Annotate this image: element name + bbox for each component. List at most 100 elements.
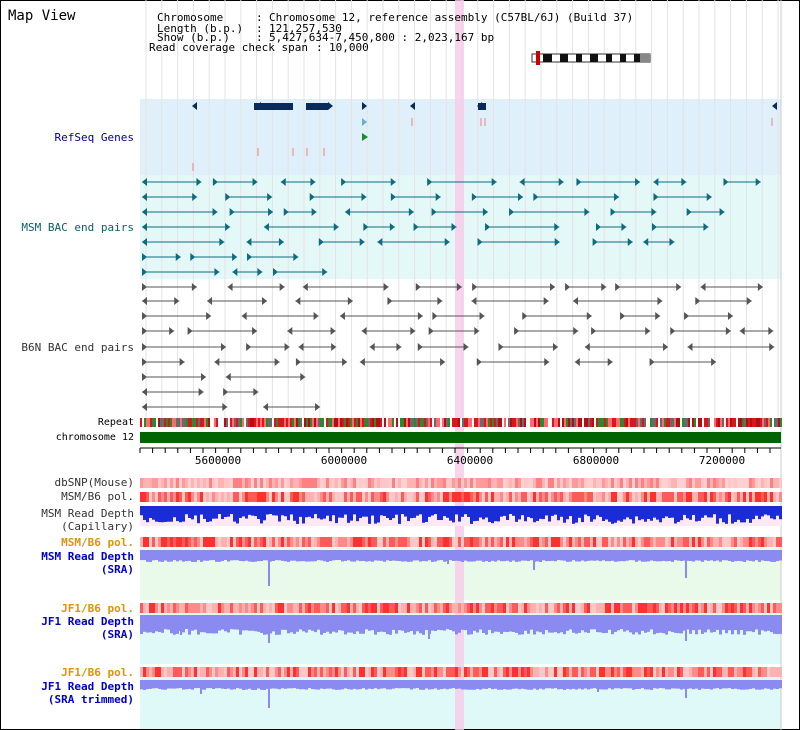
jf1-sra-depth-bar: [203, 615, 206, 633]
jf1-b6-pol-2-cell: [500, 667, 503, 677]
jf1-b6-pol-cell: [710, 603, 713, 613]
msm-sra-depth-bar: [341, 550, 344, 562]
msm-b6-pol-cell: [314, 492, 317, 502]
msm-b6-pol-cell: [311, 492, 314, 502]
msm-capillary-depth-bar: [755, 506, 758, 516]
dbsnp-cell: [584, 478, 587, 488]
dbsnp-cell: [566, 478, 569, 488]
jf1-b6-pol-2-cell: [494, 667, 497, 677]
jf1-trimmed-depth-bar: [392, 680, 395, 689]
repeat-segment: [354, 418, 356, 427]
jf1-trimmed-depth-bar: [161, 680, 164, 690]
jf1-sra-depth-bar: [221, 615, 224, 630]
jf1-sra-depth-bar-spike: [180, 615, 182, 635]
jf1-b6-pol-cell: [722, 603, 725, 613]
msm-b6-pol-2-cell: [386, 537, 389, 547]
jf1-b6-pol-cell: [515, 603, 518, 613]
jf1-b6-pol-cell: [719, 603, 722, 613]
jf1-sra-depth-bar: [662, 615, 665, 634]
msm-capillary-depth-bar: [491, 506, 494, 524]
msm-capillary-depth-bar: [410, 506, 413, 519]
jf1-sra-depth-bar: [347, 615, 350, 633]
msm-b6-pol-2-cell: [656, 537, 659, 547]
jf1-b6-pol-cell: [416, 603, 419, 613]
repeat-segment: [682, 418, 684, 427]
jf1-sra-depth-bar: [452, 615, 455, 632]
msm-capillary-depth-bar: [161, 506, 164, 523]
jf1-b6-pol-2-cell: [617, 667, 620, 677]
msm-capillary-depth-bar: [479, 506, 482, 518]
track-label-jf1-depth-trimmed: JF1 Read Depth: [41, 680, 134, 693]
jf1-b6-pol-cell: [440, 603, 443, 613]
jf1-b6-pol-2-cell: [746, 667, 749, 677]
msm-sra-depth-bar: [179, 550, 182, 561]
jf1-b6-pol-2-cell: [338, 667, 341, 677]
track-label-msm-bac[interactable]: MSM BAC end pairs: [21, 221, 134, 234]
track-label-refseq[interactable]: RefSeq Genes: [54, 131, 134, 144]
msm-b6-pol-2-cell: [347, 537, 350, 547]
jf1-trimmed-depth-bar: [464, 680, 467, 690]
repeat-segment: [178, 418, 180, 427]
msm-capillary-depth-bar: [599, 506, 602, 517]
msm-sra-depth-bar: [146, 550, 149, 562]
msm-sra-depth-bar: [386, 550, 389, 561]
repeat-segment: [588, 418, 590, 427]
msm-b6-pol-2-cell: [515, 537, 518, 547]
jf1-sra-depth-bar: [653, 615, 656, 635]
repeat-segment: [662, 418, 664, 427]
msm-b6-pol-cell: [593, 492, 596, 502]
msm-sra-depth-bar: [506, 550, 509, 561]
jf1-trimmed-depth-bar: [479, 680, 482, 690]
jf1-b6-pol-2-cell: [164, 667, 167, 677]
jf1-trimmed-depth-bar: [326, 680, 329, 689]
msm-b6-pol-cell: [185, 492, 188, 502]
jf1-trimmed-depth-bar: [254, 680, 257, 690]
jf1-trimmed-depth-bar: [206, 680, 209, 689]
repeat-segment: [272, 418, 274, 427]
repeat-segment: [644, 418, 646, 427]
repeat-segment: [422, 418, 424, 427]
repeat-segment: [216, 418, 218, 427]
dbsnp-cell: [326, 478, 329, 488]
refseq-gene-arrow: [362, 102, 367, 110]
msm-b6-pol-2-cell: [710, 537, 713, 547]
jf1-trimmed-depth-bar: [599, 680, 602, 690]
dbsnp-cell: [587, 478, 590, 488]
msm-sra-depth-bar: [278, 550, 281, 561]
b6n-bac-pair-end: [330, 327, 336, 335]
repeat-segment: [252, 418, 254, 427]
jf1-trimmed-depth-bar: [539, 680, 542, 689]
repeat-segment: [288, 418, 290, 427]
jf1-b6-pol-cell: [539, 603, 542, 613]
msm-b6-pol-2-cell: [218, 537, 221, 547]
repeat-segment: [562, 418, 564, 427]
jf1-b6-pol-cell: [599, 603, 602, 613]
jf1-b6-pol-cell: [455, 603, 458, 613]
msm-capillary-depth-bar: [278, 506, 281, 522]
jf1-sra-depth-bar: [581, 615, 584, 631]
msm-b6-pol-2-cell: [608, 537, 611, 547]
jf1-b6-pol-cell: [386, 603, 389, 613]
jf1-trimmed-depth-bar: [638, 680, 641, 689]
jf1-trimmed-depth-bar: [554, 680, 557, 689]
jf1-b6-pol-2-cell: [656, 667, 659, 677]
repeat-segment: [728, 418, 730, 427]
jf1-b6-pol-cell: [548, 603, 551, 613]
repeat-segment: [404, 418, 406, 427]
repeat-segment: [732, 418, 734, 427]
jf1-b6-pol-cell: [752, 603, 755, 613]
dbsnp-cell: [737, 478, 740, 488]
jf1-sra-depth-bar: [161, 615, 164, 633]
msm-b6-pol-cell: [341, 492, 344, 502]
jf1-b6-pol-cell: [170, 603, 173, 613]
msm-b6-pol-cell: [539, 492, 542, 502]
repeat-segment: [646, 418, 648, 427]
msm-b6-pol-cell: [497, 492, 500, 502]
jf1-sra-depth-bar: [515, 615, 518, 633]
msm-sra-depth-bar: [695, 550, 698, 561]
jf1-b6-pol-cell: [377, 603, 380, 613]
track-label-b6n-bac[interactable]: B6N BAC end pairs: [21, 341, 134, 354]
dbsnp-cell: [611, 478, 614, 488]
msm-capillary-depth-bar: [347, 506, 350, 523]
msm-b6-pol-2-cell: [245, 537, 248, 547]
